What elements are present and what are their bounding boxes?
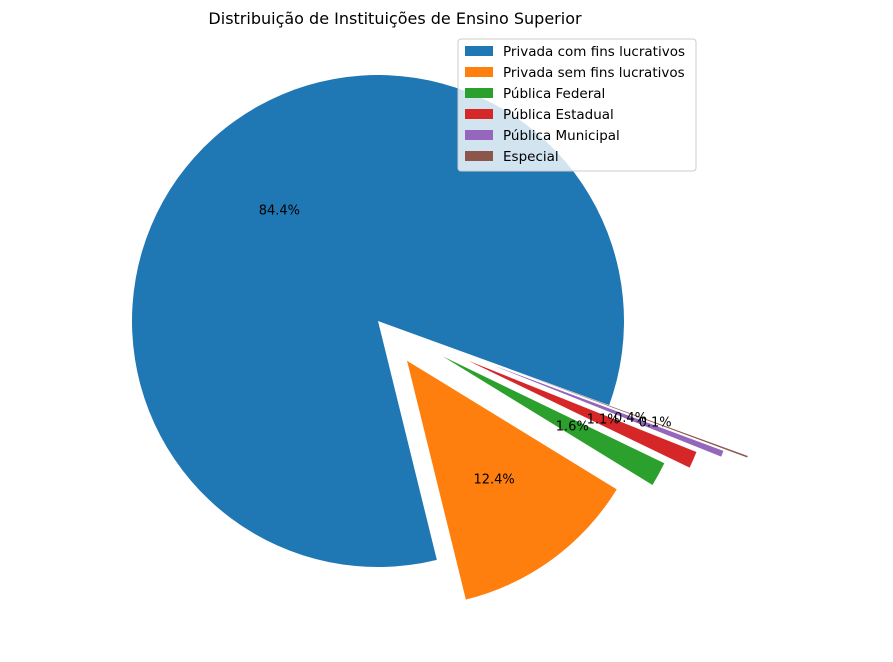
pct-label-publica-estadual: 1.1%	[587, 413, 620, 428]
legend-swatch-publica-municipal	[465, 130, 493, 140]
legend-box	[457, 38, 697, 172]
pct-label-publica-municipal: 0.4%	[614, 411, 647, 426]
legend-label-publica-municipal: Pública Municipal	[503, 128, 620, 144]
pie-slice-privada-com-fins-lucrativos	[132, 75, 624, 568]
pie-slices	[132, 75, 748, 600]
pct-label-privada-com-fins-lucrativos: 84.4%	[259, 204, 300, 219]
chart-title: Distribuição de Instituições de Ensino S…	[208, 9, 582, 28]
legend-label-privada-sem-fins-lucrativos: Privada sem fins lucrativos	[503, 65, 685, 81]
pct-label-especial: 0.1%	[639, 415, 672, 430]
legend-swatch-privada-sem-fins-lucrativos	[465, 67, 493, 77]
pie-percent-labels: 84.4% 12.4% 1.6%1.1%0.4%0.1%	[259, 204, 672, 488]
legend-swatch-publica-estadual	[465, 109, 493, 119]
legend-label-publica-federal: Pública Federal	[503, 86, 605, 102]
legend-swatch-publica-federal	[465, 88, 493, 98]
pie-slice-privada-sem-fins-lucrativos	[407, 360, 617, 600]
pie-slice-publica-federal	[442, 356, 665, 485]
legend-label-privada-com-fins-lucrativos: Privada com fins lucrativos	[503, 44, 685, 60]
pct-label-publica-federal: 1.6%	[556, 420, 589, 435]
legend-label-especial: Especial	[503, 149, 559, 165]
legend-label-publica-estadual: Pública Estadual	[503, 107, 614, 123]
pie-slice-publica-municipal	[492, 365, 724, 457]
pie-slice-publica-estadual	[468, 360, 697, 468]
legend-swatch-especial	[465, 151, 493, 161]
pie-slice-especial	[516, 371, 748, 458]
pct-label-privada-sem-fins-lucrativos: 12.4%	[473, 472, 514, 487]
legend-swatch-privada-com-fins-lucrativos	[465, 46, 493, 56]
chart-legend: Privada com fins lucrativos Privada sem f…	[457, 38, 697, 172]
